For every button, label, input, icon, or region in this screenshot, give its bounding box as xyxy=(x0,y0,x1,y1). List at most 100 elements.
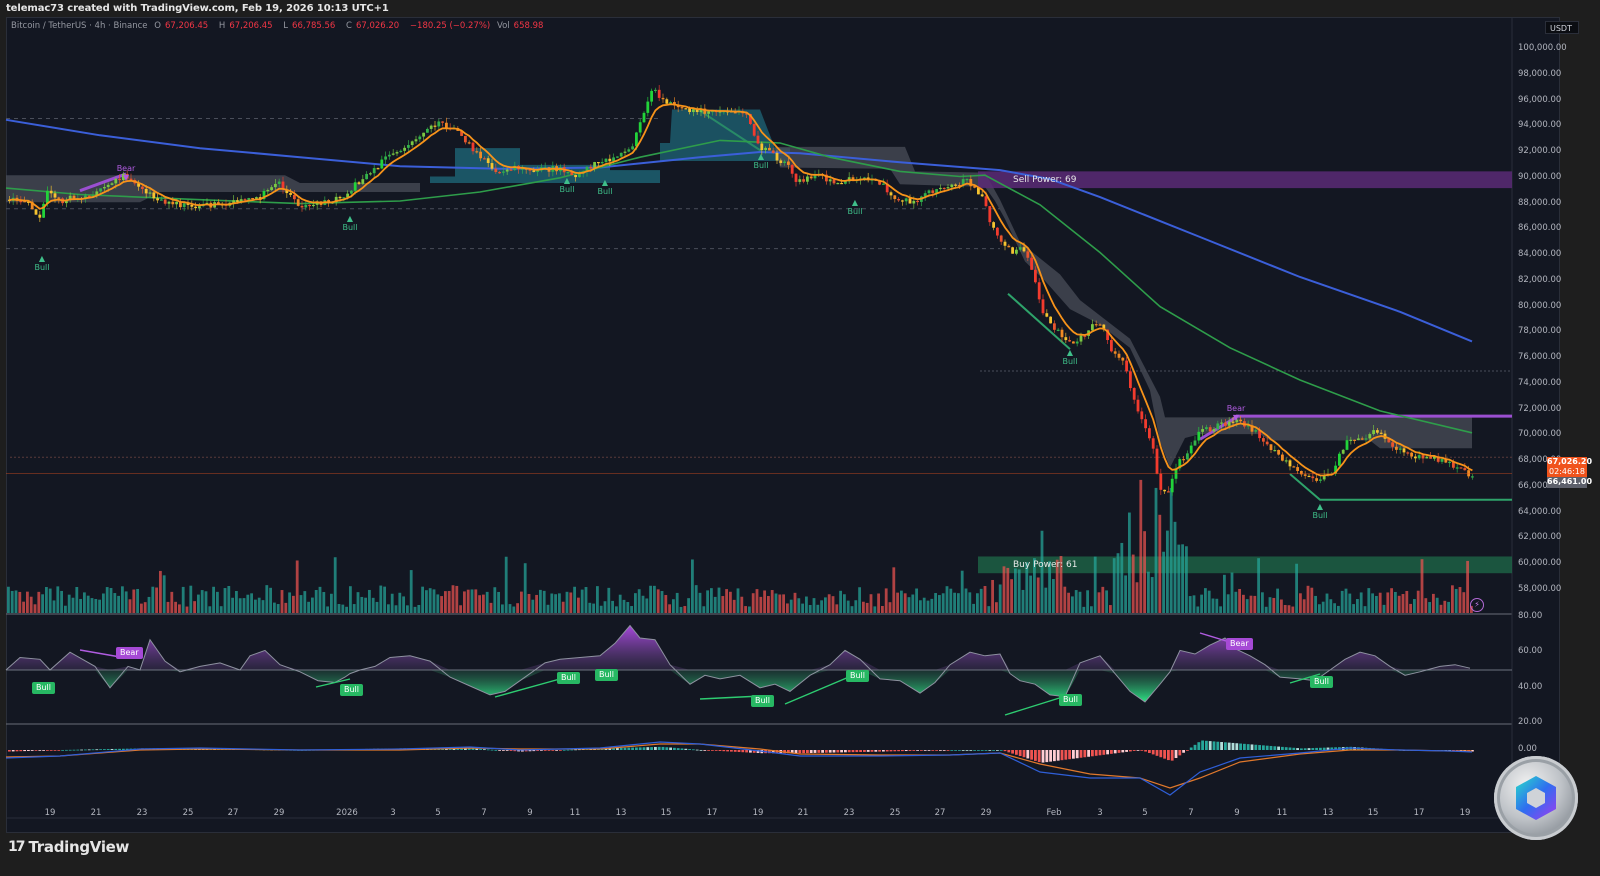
price-tick: 88,000.00 xyxy=(1518,197,1562,208)
time-tick: 7 xyxy=(1188,808,1194,818)
bull-divergence-label: Bull xyxy=(1310,676,1334,688)
time-tick: 2026 xyxy=(336,808,358,818)
price-tick: 60,000.00 xyxy=(1518,558,1562,569)
price-tick: 70,000.00 xyxy=(1518,429,1562,440)
price-tick: 78,000.00 xyxy=(1518,326,1562,337)
last-price-value: 67,026.20 xyxy=(1547,457,1593,466)
time-tick: 27 xyxy=(227,808,239,818)
price-tick: 98,000.00 xyxy=(1518,68,1562,79)
bull-divergence-label: Bull xyxy=(32,682,56,694)
time-tick: 15 xyxy=(1367,808,1379,818)
bull-signal-marker: ▲ Bull xyxy=(597,178,613,196)
time-tick: 5 xyxy=(435,808,441,818)
price-tick: 58,000.00 xyxy=(1518,583,1562,594)
bear-divergence-label: Bear xyxy=(1226,638,1253,650)
sell-power-label: Sell Power: 69 xyxy=(1013,175,1077,185)
buy-power-label: Buy Power: 61 xyxy=(1013,560,1078,570)
price-tick: 62,000.00 xyxy=(1518,532,1562,543)
price-tick: 68,000.00 xyxy=(1518,455,1562,466)
time-tick: 13 xyxy=(1322,808,1334,818)
time-tick: 25 xyxy=(182,808,194,818)
price-tick: 66,000.00 xyxy=(1518,480,1562,491)
tradingview-logo-icon: 17 xyxy=(8,839,26,855)
bull-signal-marker: ▲ Bull xyxy=(559,176,575,194)
tradingview-brand: TradingView xyxy=(28,838,130,856)
lightning-icon[interactable]: ⚡ xyxy=(1470,598,1484,612)
oscillator-tick: 20.00 xyxy=(1518,717,1543,728)
macd-tick: 0.00 xyxy=(1518,744,1537,754)
time-tick: 9 xyxy=(1234,808,1240,818)
hexagon-inner-icon xyxy=(1527,788,1545,808)
price-tick: 64,000.00 xyxy=(1518,506,1562,517)
bull-divergence-label: Bull xyxy=(340,684,364,696)
oscillator-tick: 60.00 xyxy=(1518,646,1543,657)
price-tick: 90,000.00 xyxy=(1518,171,1562,182)
symbol-name[interactable]: Bitcoin / TetherUS · 4h · Binance xyxy=(11,21,148,31)
time-tick: 21 xyxy=(797,808,809,818)
bull-divergence-label: Bull xyxy=(846,670,870,682)
price-tick: 74,000.00 xyxy=(1518,377,1562,388)
time-tick: 29 xyxy=(273,808,285,818)
time-tick: 29 xyxy=(980,808,992,818)
time-tick: Feb xyxy=(1046,808,1062,818)
bull-divergence-label: Bull xyxy=(1059,694,1083,706)
symbol-legend: Bitcoin / TetherUS · 4h · Binance O 67,20… xyxy=(11,21,551,31)
tradingview-footer[interactable]: 17 TradingView xyxy=(8,838,129,856)
price-tick: 100,000.00 xyxy=(1518,43,1567,53)
bull-signal-marker: ▲ Bull xyxy=(847,198,863,216)
price-tick: 82,000.00 xyxy=(1518,274,1562,285)
volume-value: Vol 658.98 xyxy=(496,21,544,31)
price-tick: 96,000.00 xyxy=(1518,94,1562,105)
bear-signal-marker: Bear ▼ xyxy=(116,164,136,182)
time-tick: 23 xyxy=(843,808,855,818)
time-tick: 13 xyxy=(615,808,627,818)
bull-signal-marker: ▲ Bull xyxy=(34,254,50,272)
chart-caption: telemac73 created with TradingView.com, … xyxy=(6,3,389,14)
bull-signal-marker: ▲ Bull xyxy=(753,152,769,170)
coin-logo-badge xyxy=(1494,756,1578,840)
time-tick: 3 xyxy=(1097,808,1103,818)
last-price-tag: 67,026.20 02:46:18 xyxy=(1547,457,1593,477)
bar-countdown: 02:46:18 xyxy=(1549,467,1585,476)
oscillator-tick: 40.00 xyxy=(1518,681,1543,692)
price-tick: 94,000.00 xyxy=(1518,120,1562,131)
bear-divergence-label: Bear xyxy=(116,647,143,659)
time-tick: 11 xyxy=(569,808,581,818)
time-tick: 27 xyxy=(934,808,946,818)
time-tick: 15 xyxy=(660,808,672,818)
price-change: −180.25 (−0.27%) xyxy=(409,21,491,31)
bull-signal-marker: ▲ Bull xyxy=(1312,502,1328,520)
time-tick: 19 xyxy=(1459,808,1471,818)
currency-selector[interactable]: USDT xyxy=(1545,21,1579,34)
price-tick: 84,000.00 xyxy=(1518,249,1562,260)
time-tick: 23 xyxy=(136,808,148,818)
time-tick: 5 xyxy=(1142,808,1148,818)
time-tick: 7 xyxy=(481,808,487,818)
time-tick: 3 xyxy=(390,808,396,818)
bull-signal-marker: ▲ Bull xyxy=(1062,348,1078,366)
time-tick: 9 xyxy=(527,808,533,818)
time-tick: 19 xyxy=(752,808,764,818)
time-tick: 17 xyxy=(1413,808,1425,818)
bull-signal-marker: ▲ Bull xyxy=(342,214,358,232)
time-tick: 17 xyxy=(706,808,718,818)
price-tick: 80,000.00 xyxy=(1518,300,1562,311)
bull-divergence-label: Bull xyxy=(557,672,581,684)
ohlc-low: L 66,785.56 xyxy=(283,21,336,31)
time-tick: 21 xyxy=(90,808,102,818)
price-tick: 76,000.00 xyxy=(1518,352,1562,363)
bull-divergence-label: Bull xyxy=(751,695,775,707)
ohlc-open: O 67,206.45 xyxy=(154,21,209,31)
price-tick: 72,000.00 xyxy=(1518,403,1562,414)
level-price-tag: 66,461.00 xyxy=(1547,477,1593,488)
bear-signal-marker: Bear ▼ xyxy=(1226,404,1246,422)
price-tick: 86,000.00 xyxy=(1518,223,1562,234)
time-tick: 11 xyxy=(1276,808,1288,818)
price-tick: 92,000.00 xyxy=(1518,146,1562,157)
ohlc-high: H 67,206.45 xyxy=(218,21,273,31)
bull-divergence-label: Bull xyxy=(595,669,619,681)
time-tick: 19 xyxy=(44,808,56,818)
time-tick: 25 xyxy=(889,808,901,818)
oscillator-tick: 80.00 xyxy=(1518,610,1543,621)
